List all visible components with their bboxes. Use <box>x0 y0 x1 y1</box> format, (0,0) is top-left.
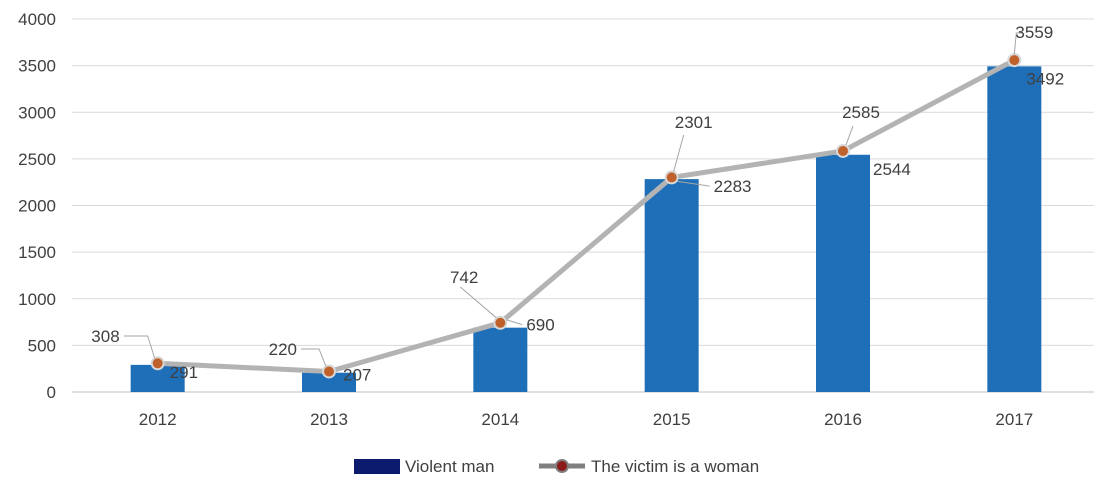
label-leader-line <box>460 286 497 319</box>
line-value-label: 308 <box>91 327 119 346</box>
line-point-2014 <box>493 315 508 330</box>
legend-label-victim-woman: The victim is a woman <box>591 457 759 476</box>
y-tick-label: 1000 <box>18 290 56 309</box>
line-point-2013 <box>322 364 336 379</box>
bar-value-label: 207 <box>343 366 371 385</box>
line-series <box>150 53 1022 379</box>
line-value-label: 2585 <box>842 103 880 122</box>
line-point-2016 <box>836 143 850 158</box>
label-leader-line <box>845 125 854 146</box>
line-value-label: 2301 <box>675 113 713 132</box>
line-value-label: 3559 <box>1015 23 1053 42</box>
bar-value-label: 3492 <box>1026 69 1064 88</box>
bar-value-label: 291 <box>170 363 198 382</box>
label-leader-line <box>677 180 710 187</box>
legend: Violent man The victim is a woman <box>354 457 759 476</box>
y-tick-label: 0 <box>47 383 56 402</box>
y-tick-label: 3500 <box>18 57 56 76</box>
legend-marker-victim-woman <box>555 459 569 473</box>
bar-2016 <box>816 154 870 392</box>
bar-2013 <box>302 372 356 392</box>
label-leader-line <box>123 335 156 359</box>
line-point-2017 <box>1007 53 1022 68</box>
line-victim-woman <box>155 57 1017 374</box>
x-tick-label: 2013 <box>310 410 348 429</box>
gridlines <box>72 18 1094 393</box>
x-tick-label: 2017 <box>995 410 1033 429</box>
x-tick-label: 2016 <box>824 410 862 429</box>
x-axis-ticks: 2012 2013 2014 2015 2016 2017 <box>139 410 1033 429</box>
line-value-label: 220 <box>269 340 297 359</box>
bar-2017 <box>987 66 1042 392</box>
y-tick-label: 1500 <box>18 243 56 262</box>
bar-2015 <box>644 179 699 392</box>
x-tick-label: 2014 <box>481 410 519 429</box>
label-leader-line <box>506 319 523 326</box>
label-leader-line <box>673 134 685 172</box>
y-tick-label: 4000 <box>18 10 56 29</box>
y-tick-label: 2500 <box>18 150 56 169</box>
bar-value-label: 2544 <box>873 160 911 179</box>
y-tick-label: 3000 <box>18 103 56 122</box>
line-value-label: 742 <box>450 268 478 287</box>
label-leader-lines <box>123 32 1023 367</box>
bar-series <box>130 66 1042 392</box>
y-tick-label: 2000 <box>18 197 56 216</box>
line-point-2015 <box>664 170 679 185</box>
data-labels: 291 207 690 2283 2544 3492 308 220 742 2301 2585 35… <box>91 23 1064 385</box>
bar-2014 <box>473 327 528 392</box>
label-leader-line <box>1013 32 1023 55</box>
x-tick-label: 2015 <box>653 410 691 429</box>
y-axis-ticks: 0 500 1000 1500 2000 2500 3000 3500 4000 <box>18 10 56 402</box>
y-tick-label: 500 <box>28 336 56 355</box>
legend-label-violent-man: Violent man <box>405 457 494 476</box>
bar-value-label: 690 <box>526 316 554 335</box>
x-tick-label: 2012 <box>139 410 177 429</box>
line-point-2012 <box>150 356 165 371</box>
legend-swatch-violent-man <box>354 459 400 474</box>
label-leader-line <box>301 348 327 367</box>
bar-value-label: 2283 <box>714 177 752 196</box>
